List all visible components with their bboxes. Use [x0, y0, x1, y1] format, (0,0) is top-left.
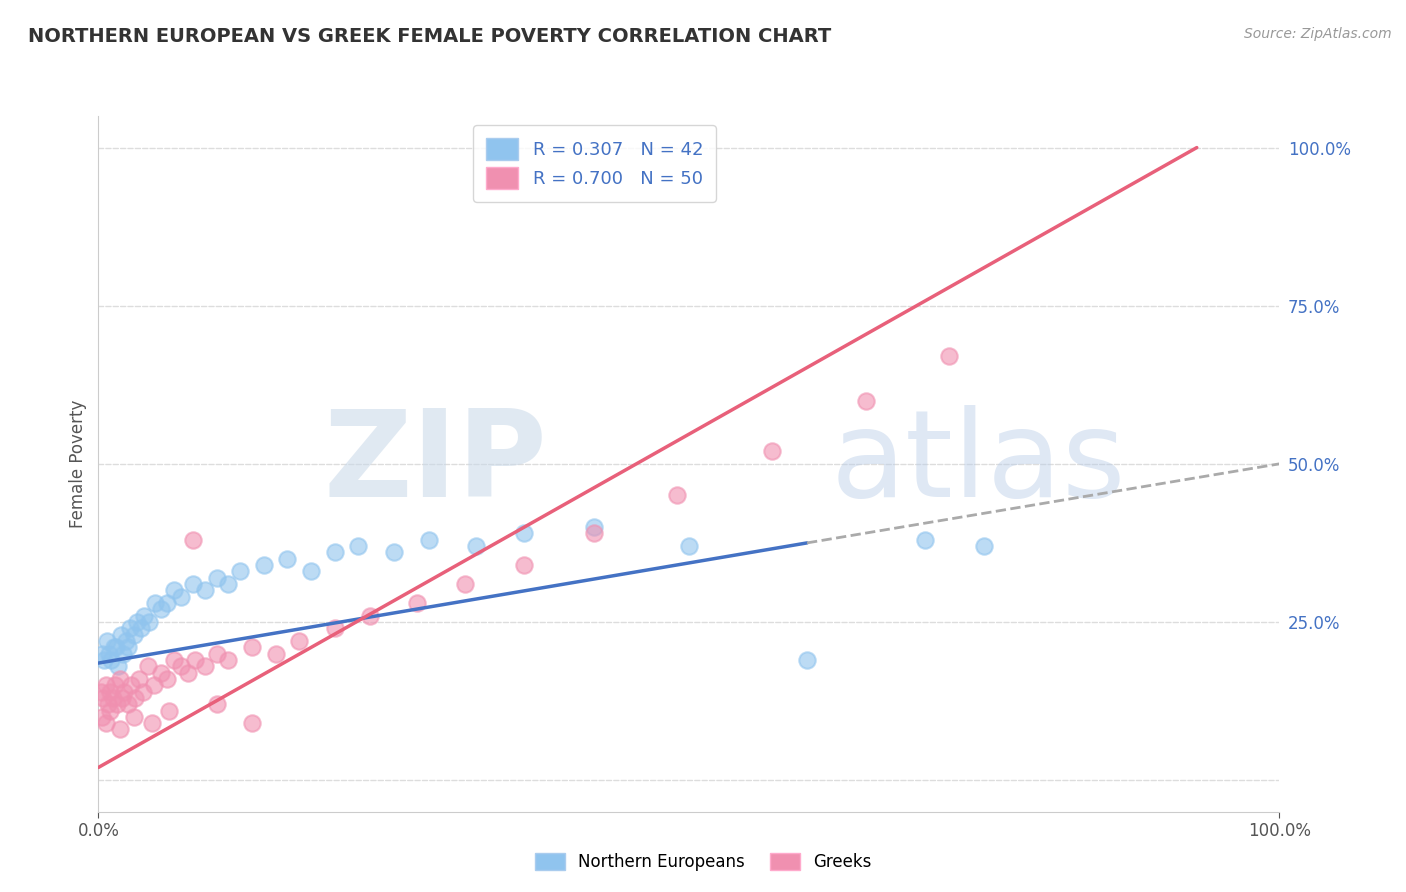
Point [97, 697, 120, 711]
Point [91, 647, 114, 661]
Point [583, 520, 606, 534]
Point [96, 634, 118, 648]
Point [181, 533, 204, 547]
Point [111, 690, 134, 705]
Point [973, 539, 995, 553]
Point [240, 640, 263, 655]
Point [157, 704, 180, 718]
Point [124, 690, 146, 705]
Point [134, 608, 156, 623]
Legend: Northern Europeans, Greeks: Northern Europeans, Greeks [526, 845, 880, 880]
Point [129, 621, 152, 635]
Point [177, 665, 200, 680]
Point [117, 640, 139, 655]
Point [678, 539, 700, 553]
Point [110, 627, 132, 641]
Point [94, 678, 117, 692]
Point [359, 608, 381, 623]
Point [107, 659, 129, 673]
Point [181, 577, 204, 591]
Point [91, 690, 114, 705]
Point [114, 634, 136, 648]
Point [90, 684, 112, 698]
Point [217, 577, 239, 591]
Point [453, 577, 475, 591]
Point [94, 716, 117, 731]
Point [128, 672, 150, 686]
Point [98, 684, 121, 698]
Y-axis label: Female Poverty: Female Poverty [69, 400, 87, 528]
Point [666, 488, 689, 502]
Point [117, 697, 139, 711]
Point [465, 539, 488, 553]
Point [253, 558, 276, 572]
Point [264, 647, 287, 661]
Point [104, 678, 127, 692]
Point [112, 647, 135, 661]
Point [138, 615, 160, 629]
Point [100, 653, 122, 667]
Point [150, 602, 173, 616]
Point [150, 665, 173, 680]
Point [205, 647, 228, 661]
Point [406, 596, 429, 610]
Point [299, 565, 322, 579]
Point [98, 647, 121, 661]
Point [914, 533, 936, 547]
Point [229, 565, 252, 579]
Point [121, 678, 143, 692]
Text: atlas: atlas [831, 405, 1126, 523]
Point [122, 710, 145, 724]
Point [163, 583, 186, 598]
Point [205, 571, 228, 585]
Point [108, 672, 131, 686]
Point [855, 393, 877, 408]
Point [112, 684, 135, 698]
Point [105, 697, 128, 711]
Point [142, 678, 165, 692]
Legend: R = 0.307   N = 42, R = 0.700   N = 50: R = 0.307 N = 42, R = 0.700 N = 50 [472, 125, 716, 202]
Point [170, 659, 193, 673]
Point [156, 596, 179, 610]
Point [120, 621, 142, 635]
Point [163, 653, 186, 667]
Point [143, 596, 166, 610]
Point [170, 590, 193, 604]
Point [583, 526, 606, 541]
Point [194, 659, 217, 673]
Point [127, 615, 149, 629]
Point [512, 558, 534, 572]
Point [91, 710, 114, 724]
Point [194, 583, 217, 598]
Point [347, 539, 370, 553]
Point [98, 704, 121, 718]
Point [141, 716, 163, 731]
Point [101, 690, 124, 705]
Point [105, 640, 128, 655]
Point [93, 653, 115, 667]
Point [122, 627, 145, 641]
Point [288, 634, 311, 648]
Point [103, 640, 125, 655]
Point [761, 444, 783, 458]
Point [217, 653, 239, 667]
Point [796, 653, 818, 667]
Point [132, 684, 155, 698]
Point [382, 545, 405, 559]
Text: ZIP: ZIP [323, 405, 547, 523]
Point [240, 716, 263, 731]
Point [323, 545, 346, 559]
Point [156, 672, 179, 686]
Point [418, 533, 440, 547]
Text: Source: ZipAtlas.com: Source: ZipAtlas.com [1244, 27, 1392, 41]
Point [512, 526, 534, 541]
Point [108, 723, 131, 737]
Point [323, 621, 346, 635]
Point [205, 697, 228, 711]
Point [184, 653, 207, 667]
Point [276, 551, 298, 566]
Text: NORTHERN EUROPEAN VS GREEK FEMALE POVERTY CORRELATION CHART: NORTHERN EUROPEAN VS GREEK FEMALE POVERT… [28, 27, 831, 45]
Point [136, 659, 159, 673]
Point [938, 349, 960, 363]
